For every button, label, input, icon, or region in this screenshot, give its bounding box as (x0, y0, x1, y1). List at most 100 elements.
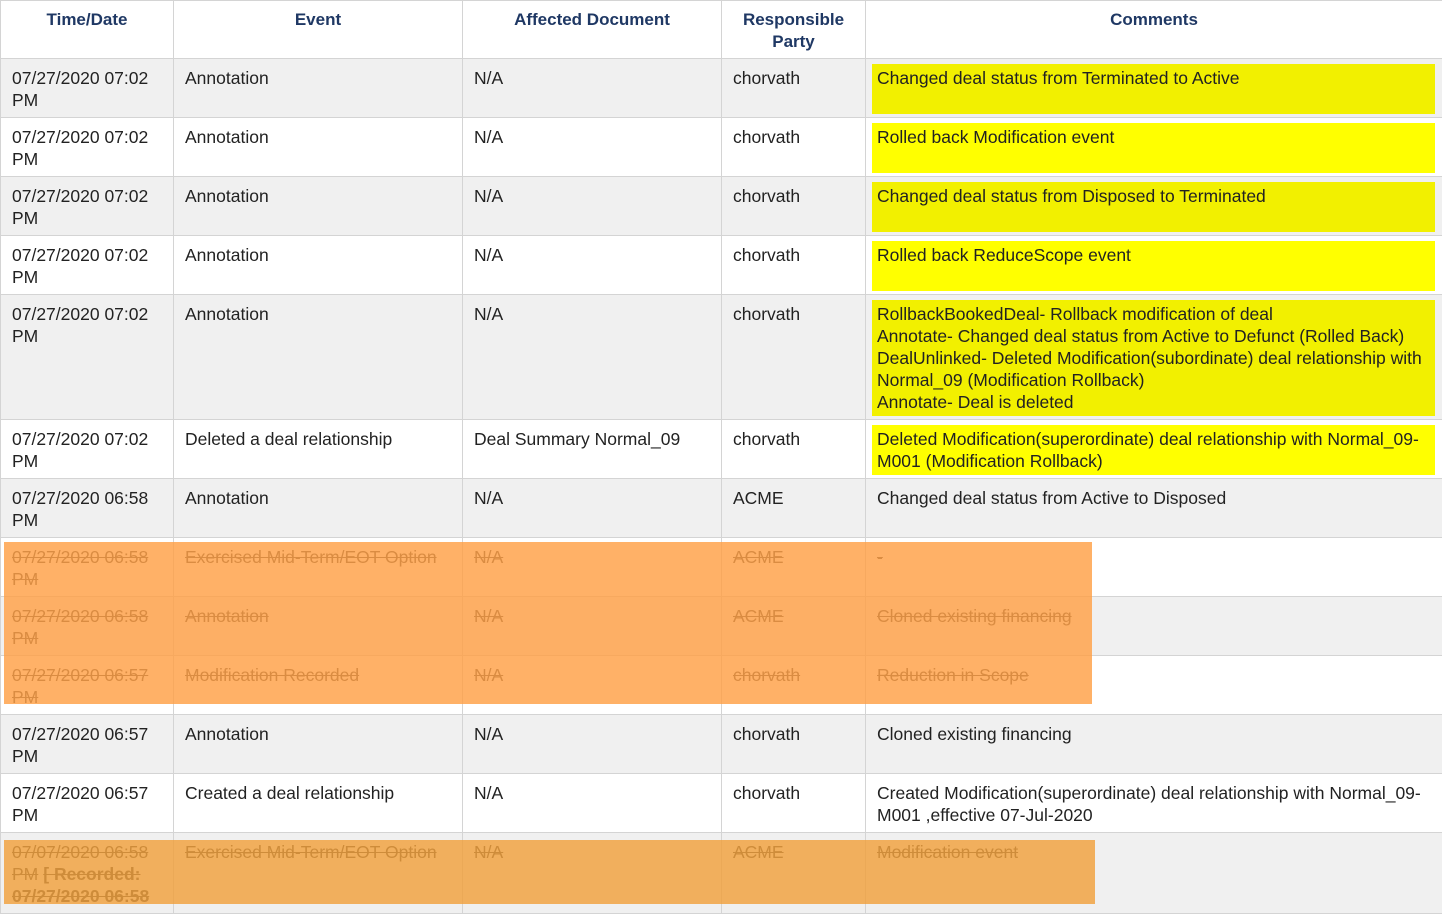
comment-highlight: Deleted Modification(superordinate) deal… (872, 425, 1435, 475)
header-row: Time/Date Event Affected Document Respon… (1, 1, 1442, 59)
comment-line: Cloned existing financing (877, 605, 1431, 627)
cell-time-text: 07/27/2020 06:58 PM (12, 488, 148, 530)
cell-time-text: 07/27/2020 07:02 PM (12, 186, 148, 228)
table-row: 07/27/2020 07:02 PM Annotation N/A chorvath… (1, 295, 1442, 420)
cell-party: ACME (722, 833, 866, 914)
cell-event: Annotation (174, 597, 463, 656)
cell-comments: Deleted Modification(superordinate) deal… (866, 420, 1442, 479)
cell-document-text: N/A (474, 724, 503, 744)
cell-party: chorvath (722, 59, 866, 118)
comment-line: Created Modification(superordinate) deal… (877, 782, 1431, 826)
column-header-event[interactable]: Event (174, 1, 463, 59)
cell-document: Deal Summary Normal_09 (463, 420, 722, 479)
cell-document: N/A (463, 59, 722, 118)
table-row: 07/27/2020 06:58 PM Annotation N/A ACME Clon… (1, 597, 1442, 656)
cell-party: chorvath (722, 420, 866, 479)
cell-time: 07/07/2020 06:58 PM[ Recorded: 07/27/202… (1, 833, 174, 914)
cell-document: N/A (463, 597, 722, 656)
cell-event: Created a deal relationship (174, 774, 463, 833)
cell-time-text: 07/27/2020 06:58 PM (12, 606, 148, 648)
cell-event-text: Annotation (185, 724, 269, 744)
cell-time: 07/27/2020 06:58 PM (1, 597, 174, 656)
cell-document: N/A (463, 774, 722, 833)
cell-time: 07/27/2020 06:57 PM (1, 715, 174, 774)
cell-party-text: chorvath (733, 429, 800, 449)
cell-party: ACME (722, 479, 866, 538)
cell-party-text: ACME (733, 606, 784, 626)
cell-comments: Rolled back ReduceScope event (866, 236, 1442, 295)
cell-party: chorvath (722, 295, 866, 420)
cell-event: Annotation (174, 715, 463, 774)
cell-comments: RollbackBookedDeal- Rollback modificatio… (866, 295, 1442, 420)
cell-event-text: Exercised Mid-Term/EOT Option (185, 842, 437, 862)
cell-party-text: chorvath (733, 304, 800, 324)
cell-event-text: Created a deal relationship (185, 783, 394, 803)
cell-document: N/A (463, 118, 722, 177)
cell-document-text: N/A (474, 68, 503, 88)
comment-line: Changed deal status from Disposed to Ter… (877, 185, 1430, 207)
cell-time: 07/27/2020 07:02 PM (1, 236, 174, 295)
cell-time-text: 07/27/2020 07:02 PM (12, 245, 148, 287)
comment-line: Annotate- Changed deal status from Activ… (877, 325, 1430, 347)
comment-highlight: Changed deal status from Terminated to A… (872, 64, 1435, 114)
cell-event-text: Annotation (185, 304, 269, 324)
cell-party: chorvath (722, 236, 866, 295)
cell-party-text: chorvath (733, 724, 800, 744)
cell-time-text: 07/27/2020 07:02 PM (12, 68, 148, 110)
cell-party-text: chorvath (733, 245, 800, 265)
cell-party: chorvath (722, 774, 866, 833)
column-header-time[interactable]: Time/Date (1, 1, 174, 59)
cell-time: 07/27/2020 06:57 PM (1, 774, 174, 833)
comment-line: Deleted Modification(superordinate) deal… (877, 428, 1430, 472)
cell-event-text: Annotation (185, 606, 269, 626)
cell-event: Annotation (174, 479, 463, 538)
cell-party-text: chorvath (733, 68, 800, 88)
comment-highlight: Changed deal status from Disposed to Ter… (872, 182, 1435, 232)
cell-time: 07/27/2020 07:02 PM (1, 177, 174, 236)
cell-event-text: Annotation (185, 488, 269, 508)
cell-event-text: Exercised Mid-Term/EOT Option (185, 547, 437, 567)
cell-document-text: N/A (474, 842, 503, 862)
table-row: 07/27/2020 06:57 PM Annotation N/A chorvath… (1, 715, 1442, 774)
cell-comments: Cloned existing financing (866, 715, 1442, 774)
cell-time: 07/27/2020 07:02 PM (1, 295, 174, 420)
cell-event: Exercised Mid-Term/EOT Option (174, 538, 463, 597)
comment-line: Annotate- Deal is deleted (877, 391, 1430, 413)
cell-event: Annotation (174, 118, 463, 177)
cell-event-text: Annotation (185, 186, 269, 206)
cell-party: chorvath (722, 177, 866, 236)
cell-party: chorvath (722, 656, 866, 715)
cell-event: Deleted a deal relationship (174, 420, 463, 479)
cell-party-text: chorvath (733, 186, 800, 206)
cell-comments: Rolled back Modification event (866, 118, 1442, 177)
column-header-document[interactable]: Affected Document (463, 1, 722, 59)
comment-line: - (877, 546, 1431, 568)
cell-time-text: 07/27/2020 06:57 PM (12, 783, 148, 825)
comment-highlight: Rolled back Modification event (872, 123, 1435, 173)
cell-document-text: N/A (474, 245, 503, 265)
cell-event-text: Deleted a deal relationship (185, 429, 392, 449)
cell-document: N/A (463, 715, 722, 774)
cell-time-text: 07/27/2020 07:02 PM (12, 304, 148, 346)
cell-document: N/A (463, 236, 722, 295)
cell-document-text: N/A (474, 606, 503, 626)
column-header-comments[interactable]: Comments (866, 1, 1442, 59)
cell-comments: Changed deal status from Active to Dispo… (866, 479, 1442, 538)
cell-comments: Reduction in Scope (866, 656, 1442, 715)
cell-comments: - (866, 538, 1442, 597)
cell-event-text: Annotation (185, 68, 269, 88)
cell-document-text: N/A (474, 304, 503, 324)
cell-event: Annotation (174, 295, 463, 420)
cell-time: 07/27/2020 07:02 PM (1, 59, 174, 118)
cell-document: N/A (463, 295, 722, 420)
comment-line: Cloned existing financing (877, 723, 1431, 745)
cell-time: 07/27/2020 07:02 PM (1, 420, 174, 479)
cell-comments: Changed deal status from Disposed to Ter… (866, 177, 1442, 236)
comment-highlight: Rolled back ReduceScope event (872, 241, 1435, 291)
cell-event-text: Annotation (185, 127, 269, 147)
